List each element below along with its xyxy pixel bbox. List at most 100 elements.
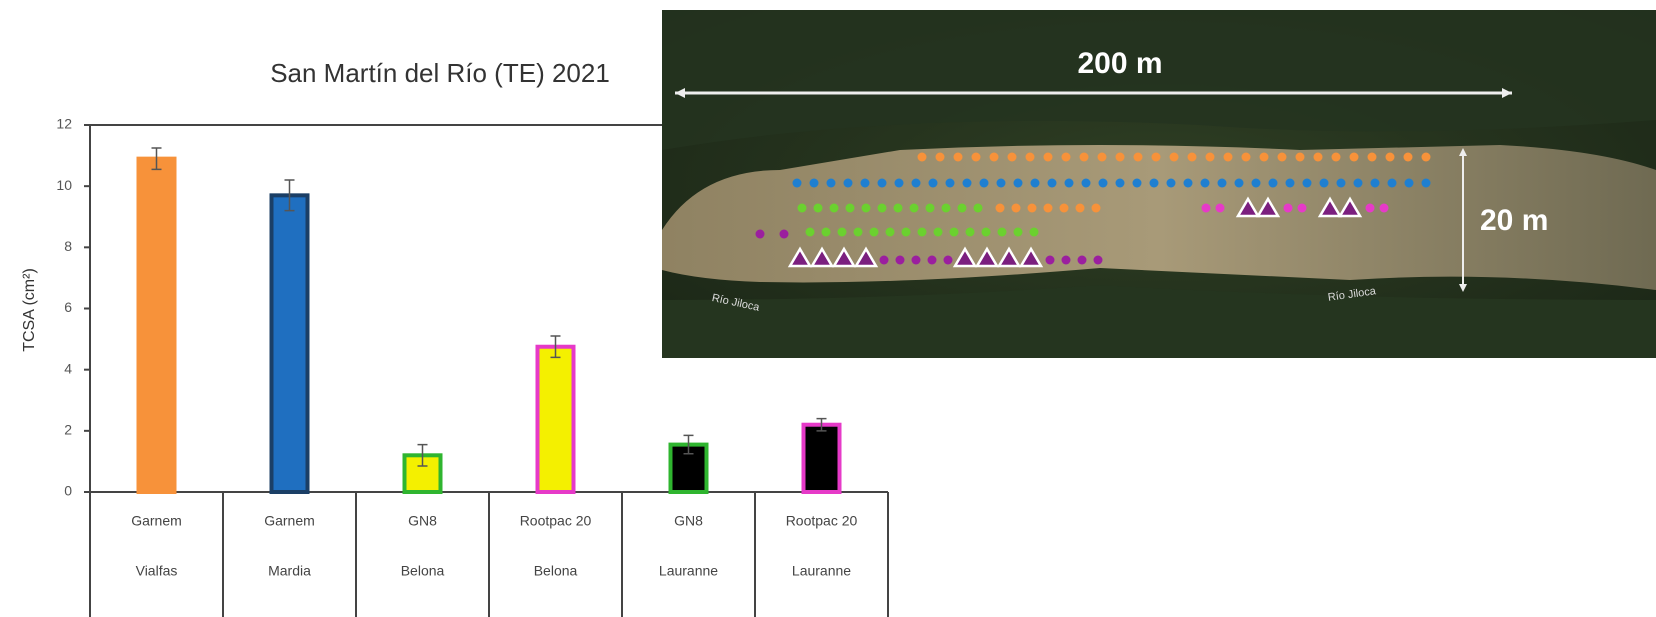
- tree-marker: [1379, 203, 1389, 213]
- tree-marker: [1025, 152, 1035, 162]
- tree-marker: [843, 178, 853, 188]
- tree-marker: [837, 227, 847, 237]
- tree-marker: [1011, 203, 1021, 213]
- error-bar: [550, 335, 561, 359]
- tree-marker: [962, 178, 972, 188]
- tree-marker: [877, 203, 887, 213]
- tree-marker: [879, 255, 889, 265]
- tree-marker: [1403, 152, 1413, 162]
- tree-marker: [1205, 152, 1215, 162]
- tree-marker: [945, 178, 955, 188]
- tree-marker: [1200, 178, 1210, 188]
- tree-triangle: [787, 246, 813, 268]
- tree-marker: [1075, 203, 1085, 213]
- y-tick-label: 12: [56, 116, 72, 132]
- x-tick-label: GN8: [408, 513, 437, 529]
- tree-triangle: [996, 246, 1022, 268]
- tree-marker: [997, 227, 1007, 237]
- tree-marker: [1183, 178, 1193, 188]
- tree-marker: [1385, 152, 1395, 162]
- tree-marker: [805, 227, 815, 237]
- tree-marker: [1115, 178, 1125, 188]
- tree-marker: [1259, 152, 1269, 162]
- tree-marker: [1201, 203, 1211, 213]
- tree-marker: [1353, 178, 1363, 188]
- tree-marker: [1365, 203, 1375, 213]
- tree-marker: [917, 227, 927, 237]
- y-axis-label: TCSA (cm²): [21, 268, 38, 352]
- tree-marker: [949, 227, 959, 237]
- tree-marker: [1404, 178, 1414, 188]
- tree-marker: [1336, 178, 1346, 188]
- tree-marker: [1217, 178, 1227, 188]
- tree-marker: [1043, 203, 1053, 213]
- tree-marker: [1081, 178, 1091, 188]
- x-tick-label: Garnem: [131, 513, 182, 529]
- tree-marker: [1349, 152, 1359, 162]
- tree-marker: [911, 255, 921, 265]
- tree-marker: [1302, 178, 1312, 188]
- tree-marker: [1013, 178, 1023, 188]
- tree-marker: [1093, 255, 1103, 265]
- tree-marker: [885, 227, 895, 237]
- tree-marker: [1030, 178, 1040, 188]
- tree-triangle: [853, 246, 879, 268]
- tree-marker: [1007, 152, 1017, 162]
- tree-marker: [755, 229, 765, 239]
- tree-marker: [829, 203, 839, 213]
- tree-marker: [933, 227, 943, 237]
- tree-marker: [1277, 152, 1287, 162]
- bar: [136, 156, 177, 494]
- tree-marker: [853, 227, 863, 237]
- tree-marker: [893, 203, 903, 213]
- tree-marker: [927, 255, 937, 265]
- tree-marker: [901, 227, 911, 237]
- tree-marker: [1133, 152, 1143, 162]
- tree-marker: [941, 203, 951, 213]
- tree-marker: [1421, 178, 1431, 188]
- tree-marker: [973, 203, 983, 213]
- tree-canopy: [662, 10, 1656, 150]
- tree-marker: [1115, 152, 1125, 162]
- tree-marker: [996, 178, 1006, 188]
- tree-marker: [813, 203, 823, 213]
- tree-marker: [1285, 178, 1295, 188]
- tree-marker: [1166, 178, 1176, 188]
- chart-title: San Martín del Río (TE) 2021: [270, 58, 610, 88]
- tree-marker: [1064, 178, 1074, 188]
- tree-marker: [1047, 178, 1057, 188]
- y-tick-label: 10: [56, 177, 72, 193]
- tree-marker: [1061, 255, 1071, 265]
- tree-triangle: [809, 246, 835, 268]
- x-tick-label: Lauranne: [792, 563, 851, 579]
- tree-triangle: [1317, 196, 1343, 218]
- x-tick-label: Mardia: [268, 563, 311, 579]
- x-tick-label: GN8: [674, 513, 703, 529]
- tree-marker: [1331, 152, 1341, 162]
- tree-marker: [1149, 178, 1159, 188]
- tree-marker: [1223, 152, 1233, 162]
- x-tick-label: Lauranne: [659, 563, 718, 579]
- tree-marker: [1251, 178, 1261, 188]
- tree-triangle: [974, 246, 1000, 268]
- tree-marker: [809, 178, 819, 188]
- tree-marker: [779, 229, 789, 239]
- tree-marker: [1061, 152, 1071, 162]
- tree-marker: [792, 178, 802, 188]
- tree-marker: [917, 152, 927, 162]
- tree-marker: [935, 152, 945, 162]
- tree-marker: [1091, 203, 1101, 213]
- tree-marker: [826, 178, 836, 188]
- y-tick-label: 8: [64, 238, 72, 254]
- tree-marker: [1077, 255, 1087, 265]
- tree-marker: [1421, 152, 1431, 162]
- tree-marker: [1097, 152, 1107, 162]
- tree-marker: [1151, 152, 1161, 162]
- tree-marker: [821, 227, 831, 237]
- tree-marker: [1098, 178, 1108, 188]
- tree-marker: [797, 203, 807, 213]
- y-tick-label: 2: [64, 422, 72, 438]
- x-tick-label: Garnem: [264, 513, 315, 529]
- tree-marker: [1297, 203, 1307, 213]
